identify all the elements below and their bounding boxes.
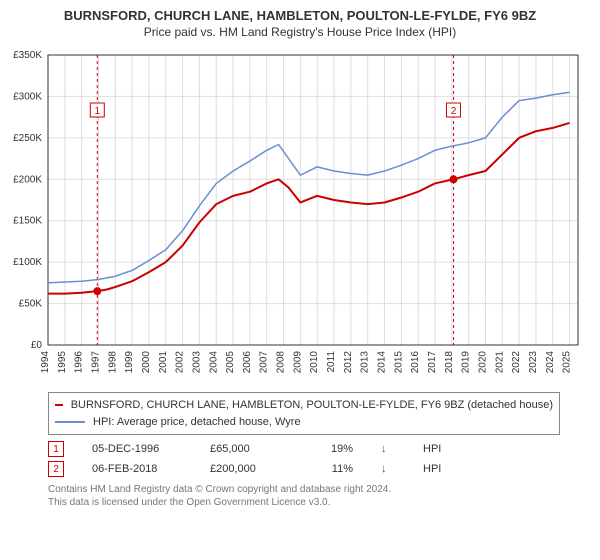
svg-text:2012: 2012 bbox=[343, 351, 354, 374]
event-row: 1 05-DEC-1996 £65,000 19% ↓ HPI bbox=[48, 441, 560, 457]
page-title: BURNSFORD, CHURCH LANE, HAMBLETON, POULT… bbox=[0, 0, 600, 23]
event-suffix: HPI bbox=[423, 463, 441, 475]
svg-text:2007: 2007 bbox=[259, 351, 270, 374]
svg-text:2015: 2015 bbox=[393, 351, 404, 374]
svg-text:2002: 2002 bbox=[175, 351, 186, 374]
event-date: 05-DEC-1996 bbox=[92, 443, 182, 455]
svg-text:£250K: £250K bbox=[13, 133, 42, 144]
svg-text:2008: 2008 bbox=[276, 351, 287, 374]
arrow-down-icon: ↓ bbox=[381, 443, 395, 455]
svg-text:£50K: £50K bbox=[19, 299, 43, 310]
svg-text:2023: 2023 bbox=[528, 351, 539, 374]
footer-line-1: Contains HM Land Registry data © Crown c… bbox=[48, 483, 560, 496]
event-marker: 2 bbox=[48, 461, 64, 477]
svg-text:2017: 2017 bbox=[427, 351, 438, 374]
event-pct: 11% bbox=[313, 463, 353, 475]
svg-text:2005: 2005 bbox=[225, 351, 236, 374]
svg-text:2014: 2014 bbox=[377, 351, 388, 374]
svg-text:2004: 2004 bbox=[208, 351, 219, 374]
svg-text:2018: 2018 bbox=[444, 351, 455, 374]
event-price: £200,000 bbox=[210, 463, 285, 475]
svg-text:1995: 1995 bbox=[57, 351, 68, 374]
svg-text:1996: 1996 bbox=[74, 351, 85, 374]
svg-text:2000: 2000 bbox=[141, 351, 152, 374]
page-subtitle: Price paid vs. HM Land Registry's House … bbox=[0, 23, 600, 45]
event-suffix: HPI bbox=[423, 443, 441, 455]
svg-text:2019: 2019 bbox=[461, 351, 472, 374]
legend-item: BURNSFORD, CHURCH LANE, HAMBLETON, POULT… bbox=[55, 397, 553, 414]
svg-text:1: 1 bbox=[95, 106, 101, 117]
svg-text:2009: 2009 bbox=[292, 351, 303, 374]
svg-text:2013: 2013 bbox=[360, 351, 371, 374]
svg-text:1998: 1998 bbox=[107, 351, 118, 374]
svg-text:1997: 1997 bbox=[90, 351, 101, 374]
legend-item: HPI: Average price, detached house, Wyre bbox=[55, 414, 553, 431]
sale-events: 1 05-DEC-1996 £65,000 19% ↓ HPI 2 06-FEB-2018 £2… bbox=[48, 441, 560, 477]
legend-label: BURNSFORD, CHURCH LANE, HAMBLETON, POULT… bbox=[71, 397, 553, 414]
svg-text:2024: 2024 bbox=[545, 351, 556, 374]
svg-text:£200K: £200K bbox=[13, 174, 42, 185]
event-pct: 19% bbox=[313, 443, 353, 455]
legend-label: HPI: Average price, detached house, Wyre bbox=[93, 414, 301, 431]
footer: Contains HM Land Registry data © Crown c… bbox=[48, 483, 560, 509]
svg-text:2025: 2025 bbox=[562, 351, 573, 374]
svg-text:£0: £0 bbox=[31, 340, 43, 351]
event-marker: 1 bbox=[48, 441, 64, 457]
chart-container: £0 £50K £100K £150K £200K £250K £300K £350K 1994… bbox=[0, 45, 600, 388]
svg-text:2010: 2010 bbox=[309, 351, 320, 374]
svg-text:£100K: £100K bbox=[13, 257, 42, 268]
event-price: £65,000 bbox=[210, 443, 285, 455]
legend: BURNSFORD, CHURCH LANE, HAMBLETON, POULT… bbox=[48, 392, 560, 435]
legend-swatch bbox=[55, 421, 85, 423]
svg-text:1994: 1994 bbox=[40, 351, 51, 374]
svg-text:£150K: £150K bbox=[13, 216, 42, 227]
svg-text:2011: 2011 bbox=[326, 351, 337, 373]
legend-swatch bbox=[55, 404, 63, 406]
svg-text:2020: 2020 bbox=[477, 351, 488, 374]
svg-text:2003: 2003 bbox=[191, 351, 202, 374]
svg-text:2021: 2021 bbox=[494, 351, 505, 374]
svg-text:2: 2 bbox=[451, 106, 457, 117]
event-date: 06-FEB-2018 bbox=[92, 463, 182, 475]
svg-text:2016: 2016 bbox=[410, 351, 421, 374]
svg-text:2001: 2001 bbox=[158, 351, 169, 374]
svg-text:£300K: £300K bbox=[13, 91, 42, 102]
arrow-down-icon: ↓ bbox=[381, 463, 395, 475]
price-chart: £0 £50K £100K £150K £200K £250K £300K £350K 1994… bbox=[0, 45, 600, 385]
svg-text:£350K: £350K bbox=[13, 50, 42, 61]
event-row: 2 06-FEB-2018 £200,000 11% ↓ HPI bbox=[48, 461, 560, 477]
svg-text:1999: 1999 bbox=[124, 351, 135, 374]
svg-text:2022: 2022 bbox=[511, 351, 522, 374]
svg-text:2006: 2006 bbox=[242, 351, 253, 374]
footer-line-2: This data is licensed under the Open Gov… bbox=[48, 496, 560, 509]
